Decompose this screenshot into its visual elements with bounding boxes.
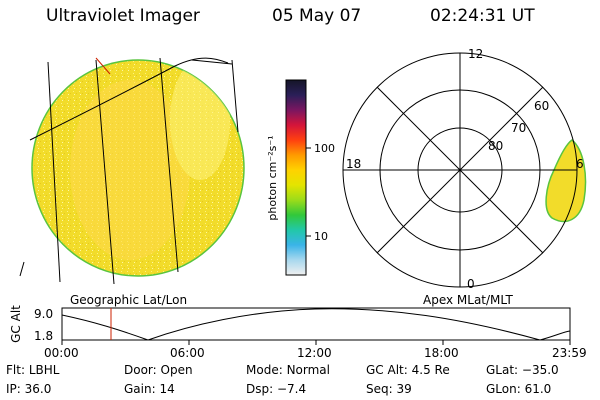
- status-mode: Mode: Normal: [246, 363, 330, 377]
- mlt-label-12: 12: [468, 47, 483, 61]
- time-tick-1200: 12:00: [297, 346, 332, 360]
- status-glat: GLat: −35.0: [486, 363, 559, 377]
- polar-diagonal-2: [376, 86, 544, 254]
- instrument-title: Ultraviolet Imager: [46, 6, 200, 26]
- status-gain: Gain: 14: [124, 382, 175, 396]
- colorbar-scale: [285, 79, 307, 276]
- mlt-label-18: 18: [346, 157, 361, 171]
- status-ip: IP: 36.0: [6, 382, 52, 396]
- polar-plot: [342, 52, 587, 288]
- geographic-disk-image: [19, 57, 245, 285]
- mlt-label-6: 6: [576, 157, 584, 171]
- mlat-label-80: 80: [488, 139, 503, 153]
- cursor-meridian: [95, 57, 111, 75]
- geographic-label: Geographic Lat/Lon: [70, 293, 187, 307]
- mlat-label-70: 70: [511, 121, 526, 135]
- date-label: 05 May 07: [272, 6, 362, 26]
- polar-labels: 12 18 6 0 80 70 60: [346, 47, 584, 291]
- time-tick-0000: 00:00: [44, 346, 79, 360]
- colorbar-tick-100: 100: [314, 142, 335, 155]
- status-seq: Seq: 39: [366, 382, 412, 396]
- time-tick-0600: 06:00: [170, 346, 205, 360]
- altitude-ylabel: GC Alt: [9, 305, 23, 343]
- time-tick-1800: 18:00: [424, 346, 459, 360]
- apex-label: Apex MLat/MLT: [423, 293, 513, 307]
- status-flt: Flt: LBHL: [6, 363, 60, 377]
- altitude-curve: [61, 308, 571, 341]
- altitude-ytick-high: 9.0: [34, 307, 53, 321]
- mlt-label-0: 0: [467, 277, 475, 291]
- time-tick-2359: 23:59: [552, 346, 587, 360]
- auroral-patch: [545, 139, 587, 223]
- status-dsp: Dsp: −7.4: [246, 382, 307, 396]
- status-gc-alt: GC Alt: 4.5 Re: [366, 363, 450, 377]
- altitude-plot: GC Alt 9.0 1.8: [9, 305, 571, 345]
- colorbar-tick-10: 10: [314, 230, 328, 243]
- status-glon: GLon: 61.0: [486, 382, 552, 396]
- lat-lon-grid: [19, 57, 239, 285]
- colorbar: photon cm⁻²s⁻¹ 100 10: [266, 79, 335, 276]
- mlat-label-60: 60: [534, 99, 549, 113]
- altitude-ytick-low: 1.8: [34, 329, 53, 343]
- colorbar-title: photon cm⁻²s⁻¹: [266, 135, 279, 220]
- status-door: Door: Open: [124, 363, 193, 377]
- time-label: 02:24:31 UT: [430, 6, 535, 26]
- altitude-plot-frame: [61, 307, 571, 341]
